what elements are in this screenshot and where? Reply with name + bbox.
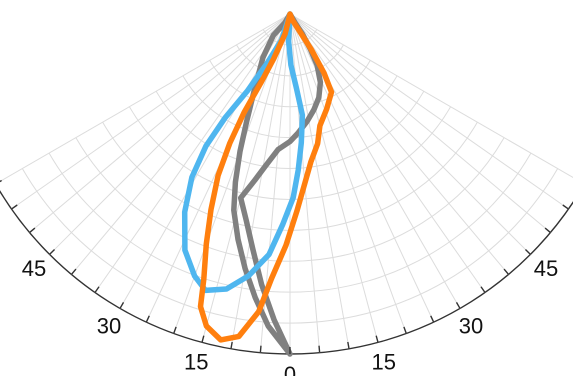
- angle-tick-label: 0: [284, 362, 296, 376]
- grid-spoke: [289, 13, 350, 349]
- angle-tick: [544, 227, 551, 234]
- grid-spoke: [289, 13, 486, 293]
- grid-spoke: [11, 13, 291, 210]
- angle-tick: [259, 345, 262, 353]
- angle-tick-label: 45: [534, 256, 558, 281]
- grid-spoke: [289, 13, 509, 275]
- grid-spoke: [29, 13, 291, 233]
- angle-tick: [201, 335, 205, 343]
- angle-tick: [503, 268, 510, 275]
- series-group: [181, 11, 335, 357]
- angle-tick: [403, 326, 407, 334]
- angle-tick: [480, 286, 486, 293]
- grid-spoke: [289, 13, 551, 233]
- angle-tick: [318, 345, 321, 353]
- angle-tick: [70, 268, 77, 275]
- grid-spoke: [71, 13, 291, 275]
- polar-grid: [0, 13, 573, 355]
- angle-tick-label: 15: [184, 350, 208, 375]
- series-line-2: [181, 11, 306, 294]
- angle-tick-label: 30: [459, 313, 483, 338]
- angle-tick: [375, 335, 379, 343]
- angle-tick: [524, 248, 531, 255]
- angle-tick: [94, 286, 100, 293]
- angle-tick: [455, 302, 461, 309]
- grid-spoke: [49, 13, 291, 255]
- angle-tick-label: 45: [22, 256, 46, 281]
- angle-tick: [562, 204, 569, 210]
- grid-spoke: [94, 13, 291, 293]
- angle-tick: [347, 341, 350, 349]
- angle-tick: [430, 315, 435, 323]
- grid-spoke: [230, 13, 291, 349]
- angle-tick: [49, 248, 56, 255]
- angle-tick: [173, 326, 177, 334]
- angle-tick: [145, 315, 150, 323]
- angle-tick-label: 15: [371, 350, 395, 375]
- angle-tick: [11, 204, 18, 210]
- grid-spoke: [289, 13, 435, 323]
- grid-spoke: [289, 13, 531, 255]
- grid-spoke: [289, 13, 407, 334]
- grid-spoke: [289, 13, 573, 178]
- angle-tick: [0, 179, 2, 183]
- series-line-3: [197, 11, 335, 343]
- angle-tick: [119, 302, 125, 309]
- angle-tick: [230, 341, 233, 349]
- grid-spoke: [289, 13, 379, 343]
- grid-spoke: [0, 13, 291, 183]
- angle-ticks: [0, 179, 569, 354]
- angle-tick-label: 30: [97, 313, 121, 338]
- grid-spoke: [289, 13, 569, 210]
- angle-tick-labels: 45 30 15 0 15 30 45: [22, 256, 558, 376]
- angle-tick: [29, 227, 36, 234]
